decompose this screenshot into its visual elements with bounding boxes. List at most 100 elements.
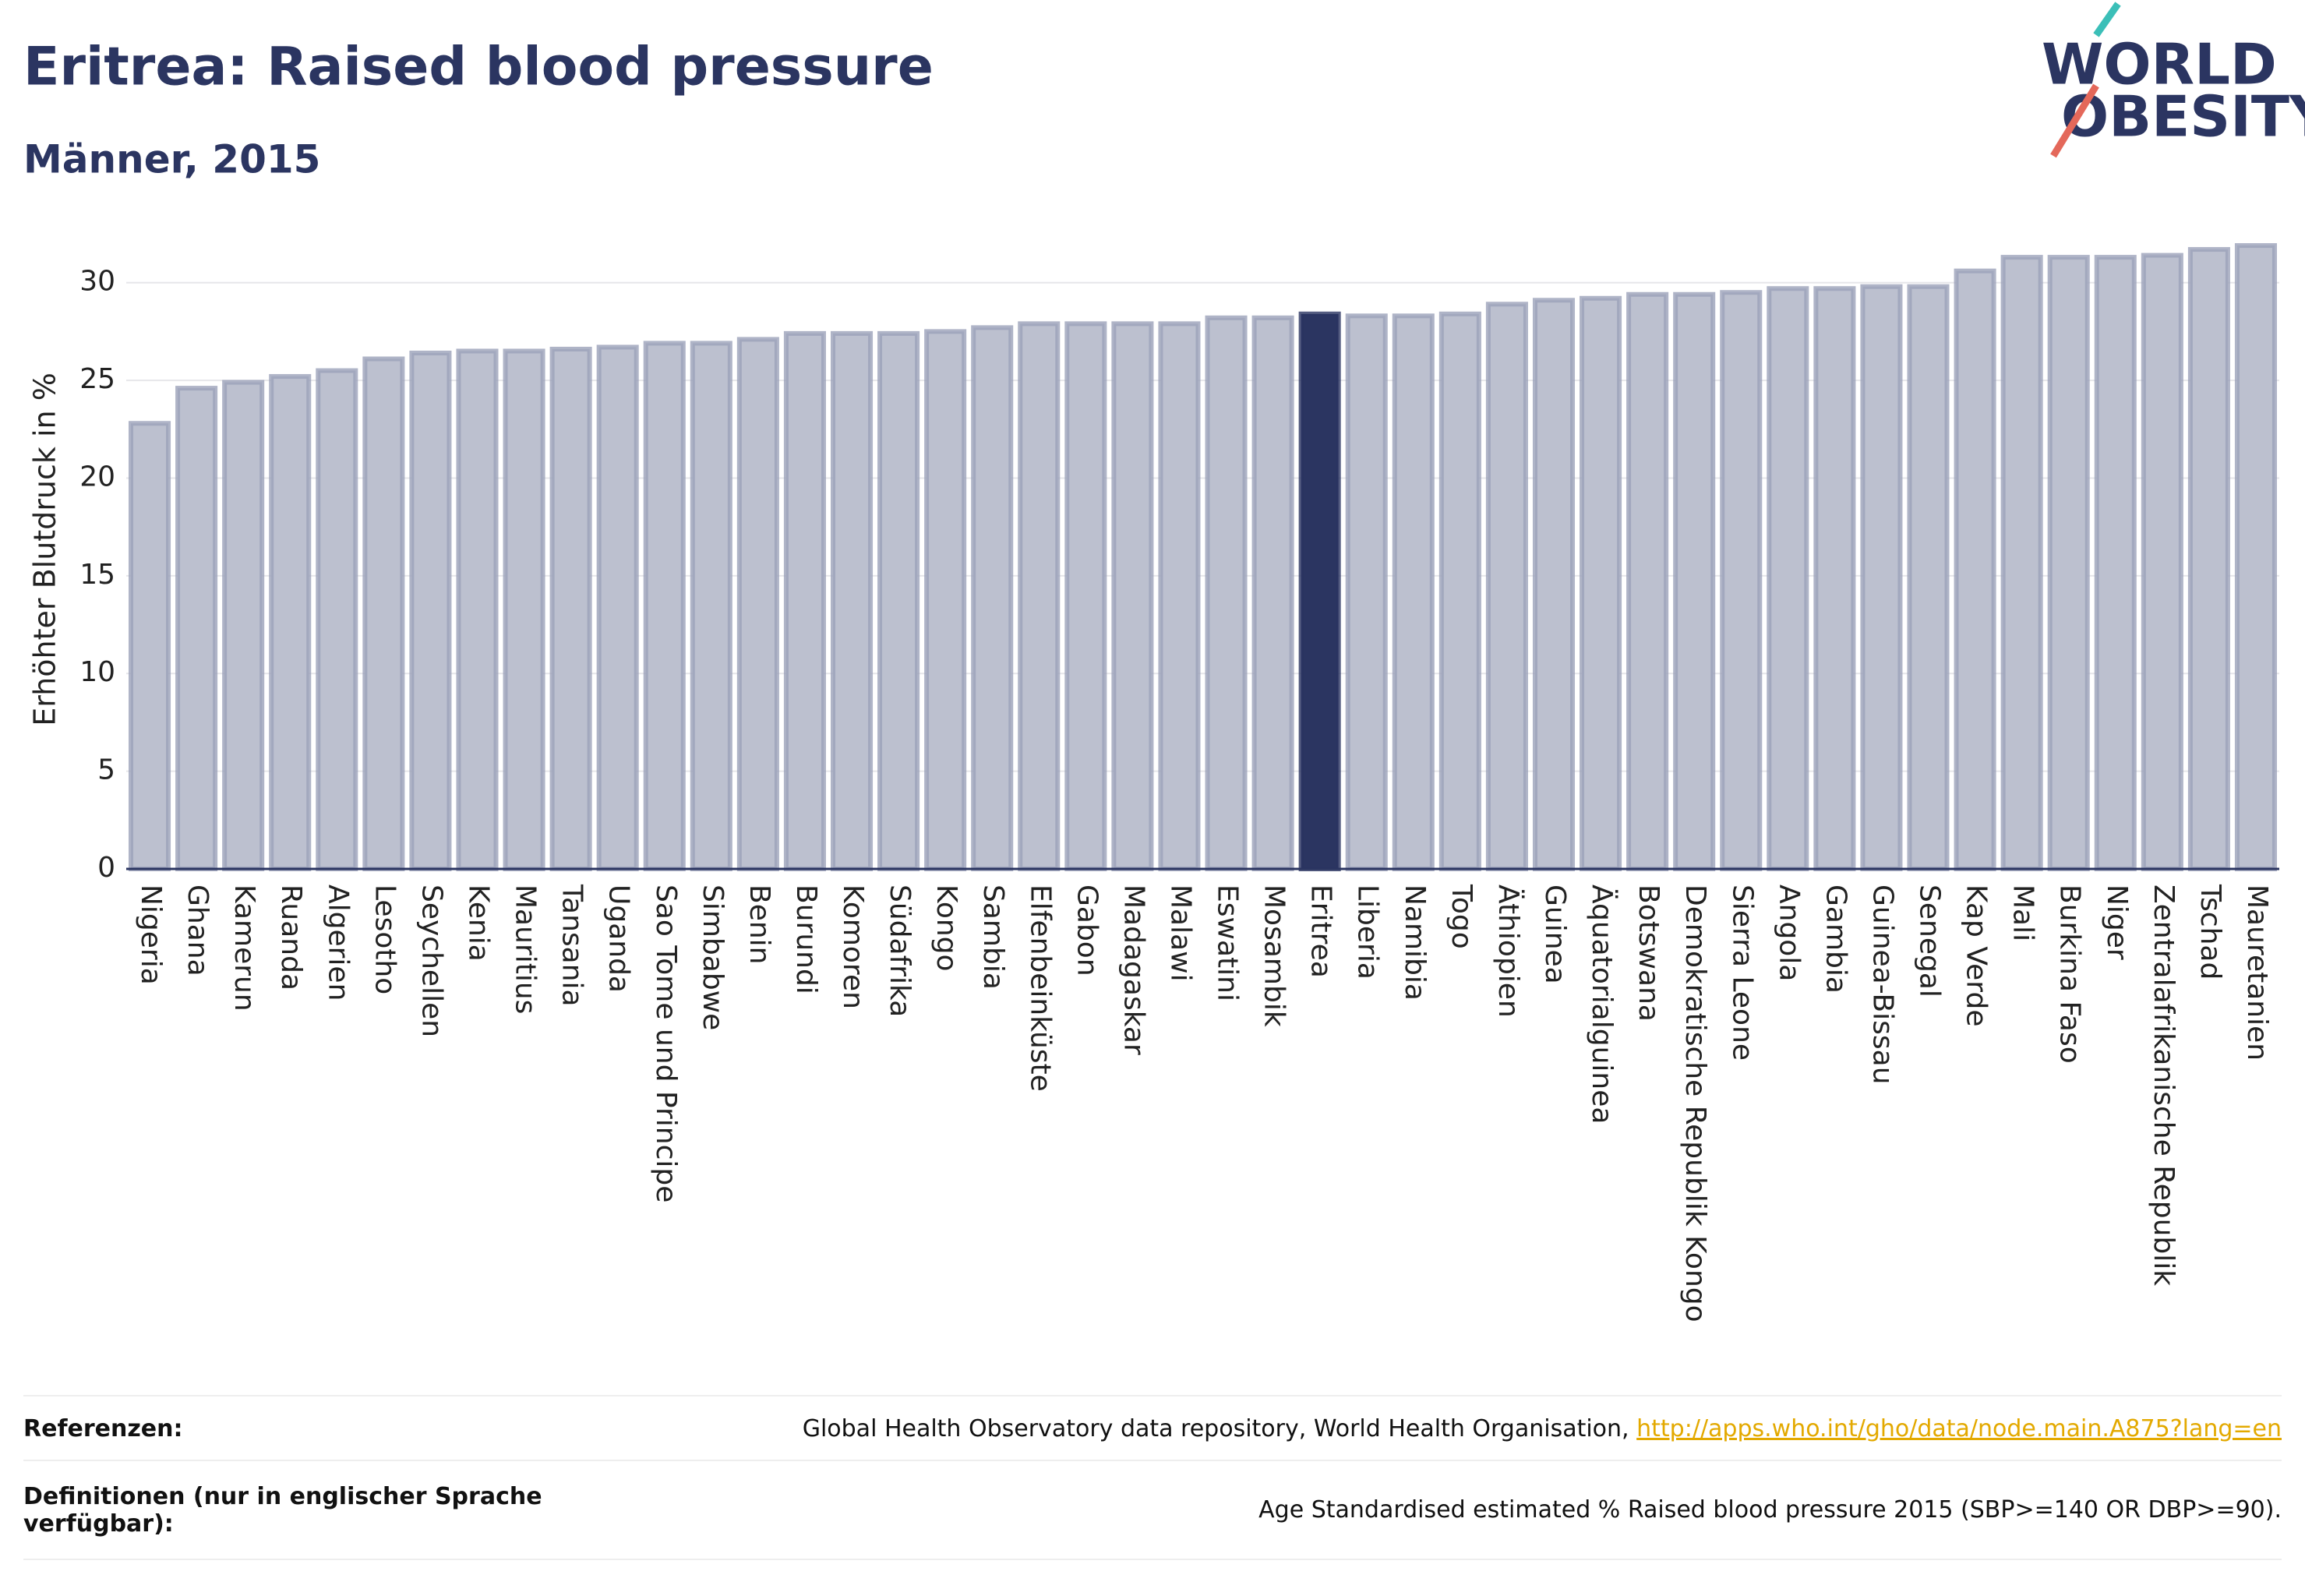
logo-slash [2050, 83, 2099, 158]
x-tick-label: Mali [2007, 885, 2039, 941]
y-tick-label: 25 [79, 363, 115, 395]
definitions-label: Definitionen (nur in englischer Sprache … [23, 1482, 542, 1538]
bar [269, 374, 312, 871]
x-tick-label: Kamerun [228, 885, 260, 1012]
y-tick-label: 5 [97, 754, 115, 786]
y-tick-label: 20 [79, 461, 115, 493]
x-tick-label: Elfenbeinküste [1024, 885, 1056, 1092]
chart: Eritrea: Raised blood pressure Männer, 2… [23, 2, 2305, 1322]
bar [1767, 286, 1809, 871]
bar [2094, 255, 2137, 872]
x-tick-label: Kongo [930, 885, 962, 972]
x-tick-label: Namibia [1399, 885, 1431, 1001]
x-tick-label: Benin [743, 885, 775, 964]
references-label: Referenzen: [23, 1415, 183, 1442]
x-tick-label: Madagaskar [1117, 885, 1149, 1055]
bar [456, 348, 499, 871]
references-link[interactable]: http://apps.who.int/gho/data/node.main.A… [1636, 1415, 2282, 1442]
x-tick-label: Simbabwe [697, 885, 729, 1030]
x-tick-label: Eritrea [1305, 885, 1337, 978]
bar [1954, 268, 1996, 871]
logo-slash [2093, 2, 2121, 37]
bar [830, 330, 874, 871]
y-tick-label: 0 [97, 852, 115, 884]
bar [1064, 321, 1107, 872]
bar [1673, 291, 1716, 871]
references-row: Referenzen: Global Health Observatory da… [23, 1395, 2282, 1461]
x-tick-label: Mauretanien [2241, 885, 2273, 1061]
chart-subtitle: Männer, 2015 [23, 137, 320, 182]
x-tick-label: Sao Tome und Principe [650, 885, 682, 1202]
bar [1018, 321, 1061, 872]
logo: WORLD OBESITY [2042, 2, 2305, 158]
x-tick-label: Gabon [1071, 885, 1103, 976]
x-tick-label: Uganda [603, 885, 635, 993]
references-source: Global Health Observatory data repositor… [802, 1415, 1629, 1442]
bar [1251, 315, 1294, 872]
x-tick-label: Kenia [462, 885, 494, 962]
bar [1345, 313, 1388, 872]
bar [924, 329, 967, 871]
x-tick-label: Algerien [322, 885, 354, 1001]
x-tick-label: Gambia [1820, 885, 1851, 994]
x-tick-label: Eswatini [1212, 885, 1244, 1001]
bar [2047, 255, 2090, 872]
bar [1111, 321, 1154, 872]
x-tick-label: Mosambik [1258, 885, 1290, 1027]
y-axis-label: Erhöhter Blutdruck in % [28, 373, 62, 726]
bar [1813, 286, 1856, 871]
x-tick-label: Guinea [1539, 885, 1571, 984]
bar [2234, 243, 2277, 871]
x-tick-label: Mauritius [510, 885, 542, 1014]
x-tick-label: Senegal [1914, 885, 1946, 998]
x-tick-label: Äquatorialguinea [1586, 885, 1618, 1124]
x-tick-label: Malawi [1164, 885, 1196, 982]
x-tick-label: Guinea-Bissau [1866, 885, 1898, 1085]
bar [1298, 311, 1341, 872]
bar [1626, 291, 1669, 871]
bar [1438, 311, 1481, 872]
x-tick-label: Tansania [556, 884, 588, 1007]
bar [2141, 252, 2183, 872]
references-text: Global Health Observatory data repositor… [803, 1415, 2282, 1442]
x-tick-label: Äthiopien [1492, 885, 1525, 1018]
x-tick-label: Liberia [1352, 885, 1384, 980]
bar [222, 380, 265, 872]
bar [736, 337, 779, 871]
bar [409, 350, 452, 871]
bar [503, 348, 545, 871]
bar [2187, 247, 2230, 871]
bar [1580, 295, 1622, 871]
x-tick-label: Sambia [977, 885, 1009, 990]
definitions-text: Age Standardised estimated % Raised bloo… [1258, 1496, 2282, 1524]
x-tick-label: Niger [2101, 885, 2133, 960]
x-tick-label: Sierra Leone [1726, 885, 1758, 1061]
chart-title: Eritrea: Raised blood pressure [23, 37, 934, 98]
bar [596, 344, 639, 871]
x-tick-label: Komoren [837, 885, 869, 1009]
bar [316, 368, 358, 871]
bar [1205, 315, 1248, 872]
x-tick-label: Lesotho [369, 885, 401, 994]
bar [1485, 302, 1528, 871]
bar [1907, 284, 1950, 871]
bar [1860, 284, 1903, 871]
x-tick-label: Südafrika [884, 885, 916, 1017]
bar [1532, 298, 1576, 871]
y-tick-label: 10 [79, 656, 115, 688]
x-tick-label: Ruanda [275, 885, 307, 990]
x-tick-label: Botswana [1633, 885, 1664, 1022]
x-tick-label: Seychellen [415, 885, 447, 1037]
bar [1392, 313, 1435, 872]
x-tick-label: Angola [1773, 885, 1805, 981]
logo-text: OBESITY [2061, 84, 2305, 150]
x-tick-label: Zentralafrikanische Republik [2148, 885, 2180, 1286]
bar [362, 356, 405, 871]
bar [971, 325, 1014, 872]
y-tick-label: 15 [79, 559, 115, 591]
x-tick-label: Burkina Faso [2054, 885, 2086, 1064]
x-tick-label: Kap Verde [1961, 885, 1993, 1026]
y-tick-label: 30 [79, 266, 115, 298]
bar [783, 330, 826, 871]
